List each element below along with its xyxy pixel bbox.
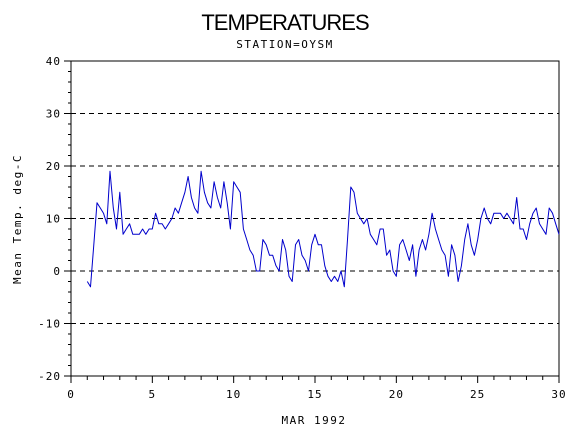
- gridlines: [71, 60, 559, 377]
- plot-frame: [70, 60, 560, 377]
- chart-subtitle: STATION=OYSM: [236, 38, 333, 51]
- series-line: [86, 170, 560, 288]
- plot-border: [70, 60, 560, 377]
- data-series: [86, 170, 560, 288]
- y-tick-label: 30: [46, 108, 61, 121]
- x-axis-label: MAR 1992: [282, 414, 347, 427]
- y-tick-label: 0: [53, 265, 61, 278]
- y-tick-label: 20: [46, 160, 61, 173]
- x-tick-label: 20: [389, 388, 404, 401]
- x-tick-label: 25: [470, 388, 485, 401]
- y-tick-label: 40: [46, 55, 61, 68]
- y-axis: -20 -10 0 10 20 30 40: [38, 55, 71, 383]
- x-tick-label: 15: [307, 388, 322, 401]
- y-tick-label: -10: [38, 318, 61, 331]
- x-axis: 0 5 10 15 20 25 30: [67, 376, 566, 401]
- y-tick-label: -20: [38, 370, 61, 383]
- x-tick-label: 10: [226, 388, 241, 401]
- x-tick-label: 0: [67, 388, 75, 401]
- x-tick-label: 30: [551, 388, 566, 401]
- y-axis-label: Mean Temp. deg-C: [11, 154, 24, 284]
- chart-title: TEMPERATURES: [201, 10, 369, 35]
- x-tick-label: 5: [149, 388, 157, 401]
- y-tick-label: 10: [46, 213, 61, 226]
